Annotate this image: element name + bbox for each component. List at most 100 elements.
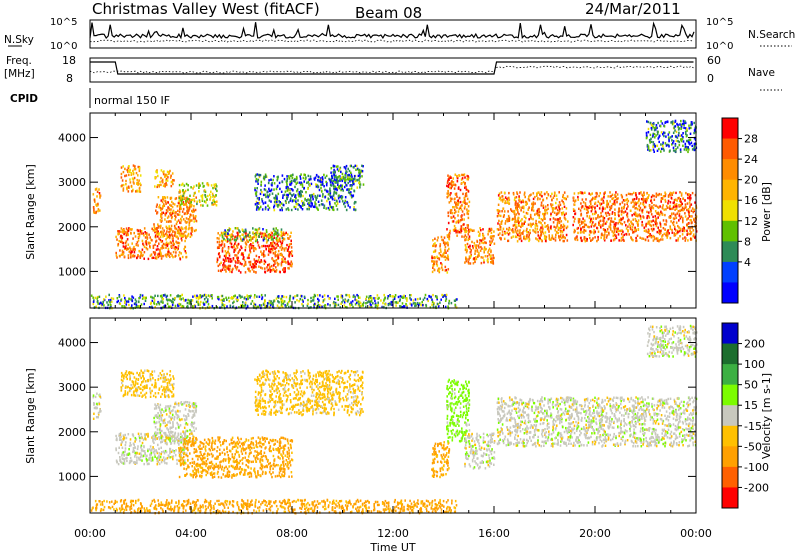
power-cell (290, 253, 293, 256)
power-cell (289, 251, 291, 254)
power-cell (224, 265, 226, 268)
power-cell (276, 179, 279, 182)
power-cell (239, 237, 242, 240)
power-cell (214, 202, 216, 206)
power-cell (573, 209, 575, 212)
power-cell (613, 228, 616, 231)
power-cell (515, 230, 517, 233)
power-cell (588, 205, 591, 208)
power-cell (626, 212, 629, 215)
power-cell (119, 236, 122, 239)
power-cell (153, 296, 155, 300)
power-cell (669, 207, 671, 211)
power-cell (417, 297, 419, 301)
power-cell (276, 254, 278, 257)
power-cell (229, 304, 232, 307)
power-cell (108, 300, 111, 303)
power-cell (133, 245, 135, 249)
power-cell (341, 176, 343, 179)
power-cell (347, 175, 349, 178)
power-cell (536, 213, 539, 217)
power-cell (281, 295, 283, 298)
power-cell (438, 252, 441, 255)
power-cell (659, 231, 662, 234)
power-cell (565, 233, 568, 237)
power-cell (518, 231, 521, 235)
power-cell (678, 203, 681, 207)
power-cell (311, 202, 313, 205)
power-cell (447, 258, 450, 261)
power-cell (443, 255, 445, 259)
power-cell (583, 231, 585, 234)
power-cell (178, 251, 181, 254)
power-cell (191, 204, 193, 207)
power-cell (590, 202, 592, 206)
power-cell (629, 192, 631, 196)
power-cell (618, 239, 620, 242)
power-cell (185, 236, 187, 240)
power-cell (514, 203, 517, 207)
power-cell (260, 188, 262, 192)
power-cell (115, 235, 117, 239)
power-cell (540, 201, 543, 204)
power-cell (308, 206, 310, 209)
power-cell (146, 234, 148, 237)
power-cell (662, 227, 665, 230)
power-cell (333, 184, 335, 187)
power-cell (680, 119, 682, 123)
power-cell (309, 196, 312, 200)
power-cell (454, 183, 456, 186)
power-cell (245, 263, 247, 266)
power-cell (520, 224, 523, 227)
power-cell (236, 235, 238, 238)
power-cell (672, 120, 674, 123)
power-cell (153, 251, 156, 255)
power-cell (613, 230, 616, 233)
power-cell (247, 269, 250, 272)
power-cell (166, 236, 169, 239)
power-cell (635, 203, 637, 206)
power-cell (165, 179, 167, 182)
power-cell (121, 235, 123, 238)
power-cell (216, 189, 218, 193)
power-cell (274, 253, 276, 256)
power-cell (504, 232, 506, 235)
power-cell (432, 266, 434, 269)
power-cell (221, 233, 223, 237)
power-cell (154, 185, 156, 188)
power-cell (431, 300, 434, 303)
power-cell (223, 243, 226, 246)
power-cell (189, 219, 192, 222)
power-cell (541, 195, 543, 198)
power-cell (273, 201, 276, 204)
power-cell (511, 229, 513, 232)
power-cell (177, 209, 179, 212)
power-cell (101, 303, 103, 306)
power-cell (236, 236, 238, 240)
power-cell (617, 227, 619, 230)
power-cell (410, 298, 412, 301)
power-cell (672, 146, 675, 149)
power-cell (344, 199, 347, 203)
power-cell (490, 249, 492, 252)
power-cell (641, 220, 643, 224)
power-cell (657, 216, 659, 219)
power-cell (445, 293, 448, 297)
power-cell (264, 193, 267, 196)
power-cell (145, 296, 147, 300)
power-cell (168, 254, 170, 257)
power-cell (357, 300, 360, 303)
nave-line (89, 65, 694, 74)
power-cell (483, 259, 485, 262)
power-cell (159, 250, 161, 253)
power-cell (635, 193, 637, 197)
power-cell (464, 244, 467, 247)
power-cell (346, 300, 349, 303)
power-cell (248, 267, 250, 270)
power-cell (537, 211, 539, 215)
power-cell (270, 247, 272, 251)
power-cell (171, 215, 173, 218)
power-cell (662, 133, 664, 136)
power-cell (137, 244, 139, 247)
power-cell (540, 238, 543, 242)
